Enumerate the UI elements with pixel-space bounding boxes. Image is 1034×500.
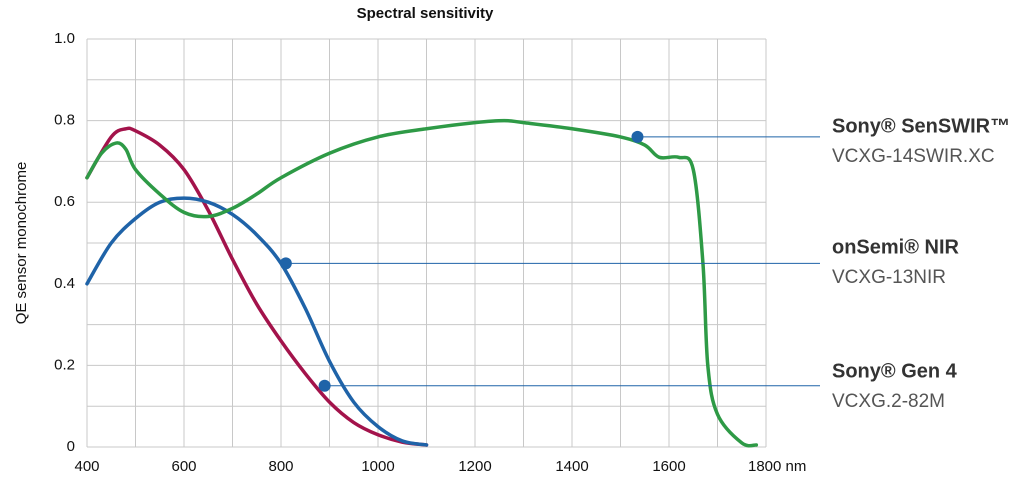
y-axis-label: QE sensor monochrome <box>13 162 30 325</box>
legend-model: VCXG.2-82M <box>832 391 945 412</box>
annotation-dot <box>279 257 292 270</box>
x-tick-label: 400 <box>74 458 99 475</box>
x-tick-label: 1000 <box>361 458 394 475</box>
legend-model: VCXG-13NIR <box>832 267 946 288</box>
y-tick-label: 0.4 <box>54 275 75 292</box>
x-tick-label: 800 <box>268 458 293 475</box>
series-line <box>85 196 429 447</box>
y-tick-label: 0.8 <box>54 112 75 129</box>
y-tick-label: 0.6 <box>54 193 75 210</box>
y-tick-label: 0 <box>67 438 75 455</box>
x-tick-label: 1800 nm <box>748 458 806 475</box>
annotation-dot <box>318 379 331 392</box>
legend-model: VCXG-14SWIR.XC <box>832 146 995 167</box>
y-tick-label: 1.0 <box>54 30 75 47</box>
chart-title: Spectral sensitivity <box>357 5 494 22</box>
legend-name: Sony® Gen 4 <box>832 360 958 382</box>
x-tick-label: 600 <box>171 458 196 475</box>
series-line <box>85 118 759 448</box>
x-tick-label: 1400 <box>555 458 588 475</box>
x-tick-label: 1600 <box>652 458 685 475</box>
legend-name: Sony® SenSWIR™ <box>832 115 1010 137</box>
legend-name: onSemi® NIR <box>832 236 960 258</box>
annotation-dot <box>631 130 644 143</box>
x-tick-label: 1200 <box>458 458 491 475</box>
series-line <box>85 126 429 447</box>
y-tick-label: 0.2 <box>54 356 75 373</box>
